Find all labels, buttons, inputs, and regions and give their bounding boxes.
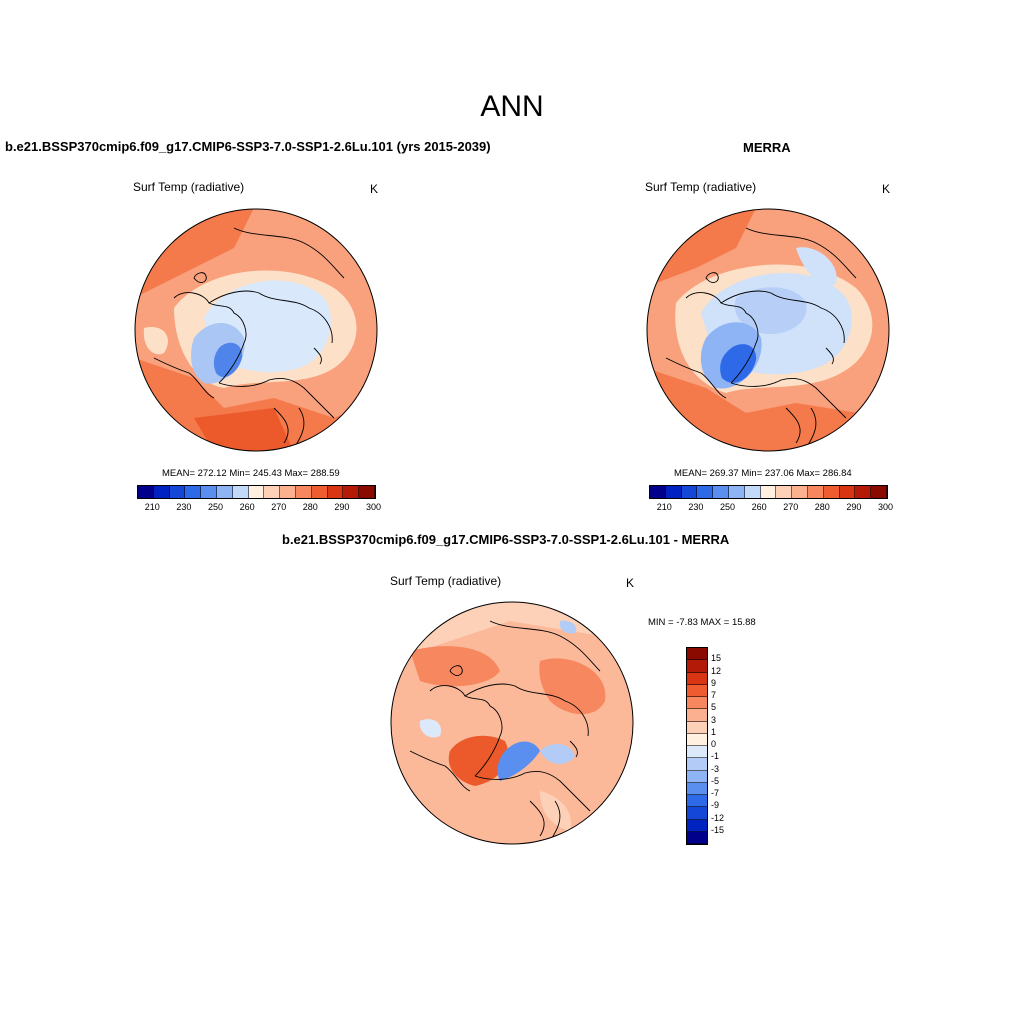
diff-colorbar-cell xyxy=(687,684,707,697)
obs-colorbar-cell xyxy=(650,486,666,498)
diff-colorbar-cell xyxy=(687,733,707,746)
model-colorbar-tick-label: 260 xyxy=(239,502,255,512)
obs-colorbar-tick-label: 290 xyxy=(846,502,862,512)
obs-colorbar-tick-label: 210 xyxy=(656,502,672,512)
model-units-label: K xyxy=(370,182,379,196)
model-colorbar-cell xyxy=(280,486,296,498)
diff-colorbar-tick-label: -12 xyxy=(711,812,725,823)
model-colorbar xyxy=(137,485,376,499)
obs-stats: MEAN= 269.37 Min= 237.06 Max= 286.84 xyxy=(674,468,852,479)
main-title: ANN xyxy=(480,90,544,123)
diff-colorbar-cell xyxy=(687,648,707,661)
diff-colorbar-tick-label: -9 xyxy=(711,800,720,811)
obs-colorbar-cell xyxy=(681,486,698,498)
model-colorbar-cell xyxy=(359,486,375,498)
diff-colorbar-cell xyxy=(687,672,707,685)
obs-colorbar-cell xyxy=(697,486,714,498)
model-colorbar-tick-label: 280 xyxy=(302,502,318,512)
obs-colorbar-cell xyxy=(871,486,887,498)
diff-colorbar-cell xyxy=(687,758,707,771)
diff-colorbar-tick-label: -3 xyxy=(711,763,720,774)
obs-colorbar-cell xyxy=(744,486,761,498)
diff-colorbar-cell xyxy=(687,721,707,734)
obs-colorbar-cell xyxy=(665,486,682,498)
diff-stats: MIN = -7.83 MAX = 15.88 xyxy=(648,617,756,628)
model-colorbar-tick-label: 290 xyxy=(334,502,350,512)
model-colorbar-cell xyxy=(248,486,265,498)
obs-colorbar-cell xyxy=(839,486,856,498)
diff-colorbar-tick-label: -5 xyxy=(711,775,720,786)
obs-colorbar-cell xyxy=(776,486,793,498)
model-variable-label: Surf Temp (radiative) xyxy=(133,180,245,194)
diff-polar-map xyxy=(390,601,634,845)
diff-colorbar-cell xyxy=(687,709,707,722)
model-colorbar-cell xyxy=(185,486,202,498)
model-colorbar-cell xyxy=(327,486,344,498)
obs-colorbar-tick-label: 250 xyxy=(720,502,736,512)
diff-colorbar-tick-label: 9 xyxy=(711,677,717,688)
model-colorbar-cell xyxy=(153,486,170,498)
diff-colorbar-tick-label: -1 xyxy=(711,751,720,762)
diff-colorbar-tick-label: 7 xyxy=(711,690,717,700)
model-colorbar-cell xyxy=(201,486,217,498)
model-colorbar-cell xyxy=(169,486,186,498)
model-colorbar-cell xyxy=(343,486,360,498)
diff-colorbar-cell xyxy=(687,807,707,820)
obs-colorbar-cell xyxy=(823,486,840,498)
model-colorbar-cell xyxy=(216,486,233,498)
model-panel-title: b.e21.BSSP370cmip6.f09_g17.CMIP6-SSP3-7.… xyxy=(5,139,491,154)
diff-colorbar-cell xyxy=(687,795,707,808)
diff-colorbar-tick-label: 1 xyxy=(711,726,717,737)
obs-colorbar-tick-label: 230 xyxy=(688,502,704,512)
obs-colorbar-cell xyxy=(792,486,808,498)
diff-colorbar-tick-label: 0 xyxy=(711,739,717,749)
obs-colorbar-cell xyxy=(760,486,777,498)
diff-colorbar-tick-label: 5 xyxy=(711,702,717,713)
diff-colorbar-cell xyxy=(687,660,707,673)
diff-colorbar-cell xyxy=(687,746,707,759)
model-colorbar-cell xyxy=(311,486,328,498)
obs-variable-label: Surf Temp (radiative) xyxy=(645,180,757,194)
diff-variable-label: Surf Temp (radiative) xyxy=(390,574,502,588)
model-colorbar-tick-label: 300 xyxy=(366,502,382,512)
obs-colorbar-cell xyxy=(713,486,729,498)
model-colorbar-tick-label: 250 xyxy=(208,502,224,512)
obs-colorbar-tick-label: 270 xyxy=(783,502,799,512)
obs-polar-map xyxy=(646,208,890,452)
obs-colorbar-cell xyxy=(728,486,745,498)
diff-colorbar-cell xyxy=(687,770,707,783)
obs-colorbar-cell xyxy=(855,486,872,498)
diff-panel-title: b.e21.BSSP370cmip6.f09_g17.CMIP6-SSP3-7.… xyxy=(282,532,730,547)
model-colorbar-tick-label: 210 xyxy=(144,502,160,512)
diff-colorbar-cell xyxy=(687,831,707,844)
model-stats: MEAN= 272.12 Min= 245.43 Max= 288.59 xyxy=(162,468,340,479)
model-colorbar-cell xyxy=(295,486,312,498)
diff-colorbar-tick-label: -7 xyxy=(711,788,720,798)
obs-colorbar xyxy=(649,485,888,499)
diff-colorbar-cell xyxy=(687,782,707,795)
diff-colorbar-tick-label: -15 xyxy=(711,824,725,835)
diff-units-label: K xyxy=(626,576,635,590)
obs-colorbar-tick-label: 260 xyxy=(751,502,767,512)
model-colorbar-cell xyxy=(138,486,154,498)
model-colorbar-tick-label: 270 xyxy=(271,502,287,512)
diff-colorbar-cell xyxy=(687,697,707,710)
diff-colorbar-cell xyxy=(687,819,707,832)
model-colorbar-cell xyxy=(232,486,249,498)
model-colorbar-cell xyxy=(264,486,281,498)
obs-units-label: K xyxy=(882,182,891,196)
model-colorbar-tick-label: 230 xyxy=(176,502,192,512)
model-polar-map xyxy=(134,208,378,452)
diff-colorbar-tick-label: 15 xyxy=(711,653,722,664)
obs-colorbar-tick-label: 300 xyxy=(878,502,894,512)
diff-colorbar-tick-label: 12 xyxy=(711,665,722,676)
diff-colorbar xyxy=(686,647,708,845)
obs-colorbar-tick-label: 280 xyxy=(814,502,830,512)
obs-panel-title: MERRA xyxy=(743,140,791,155)
obs-colorbar-cell xyxy=(807,486,824,498)
diff-colorbar-tick-label: 3 xyxy=(711,714,717,725)
